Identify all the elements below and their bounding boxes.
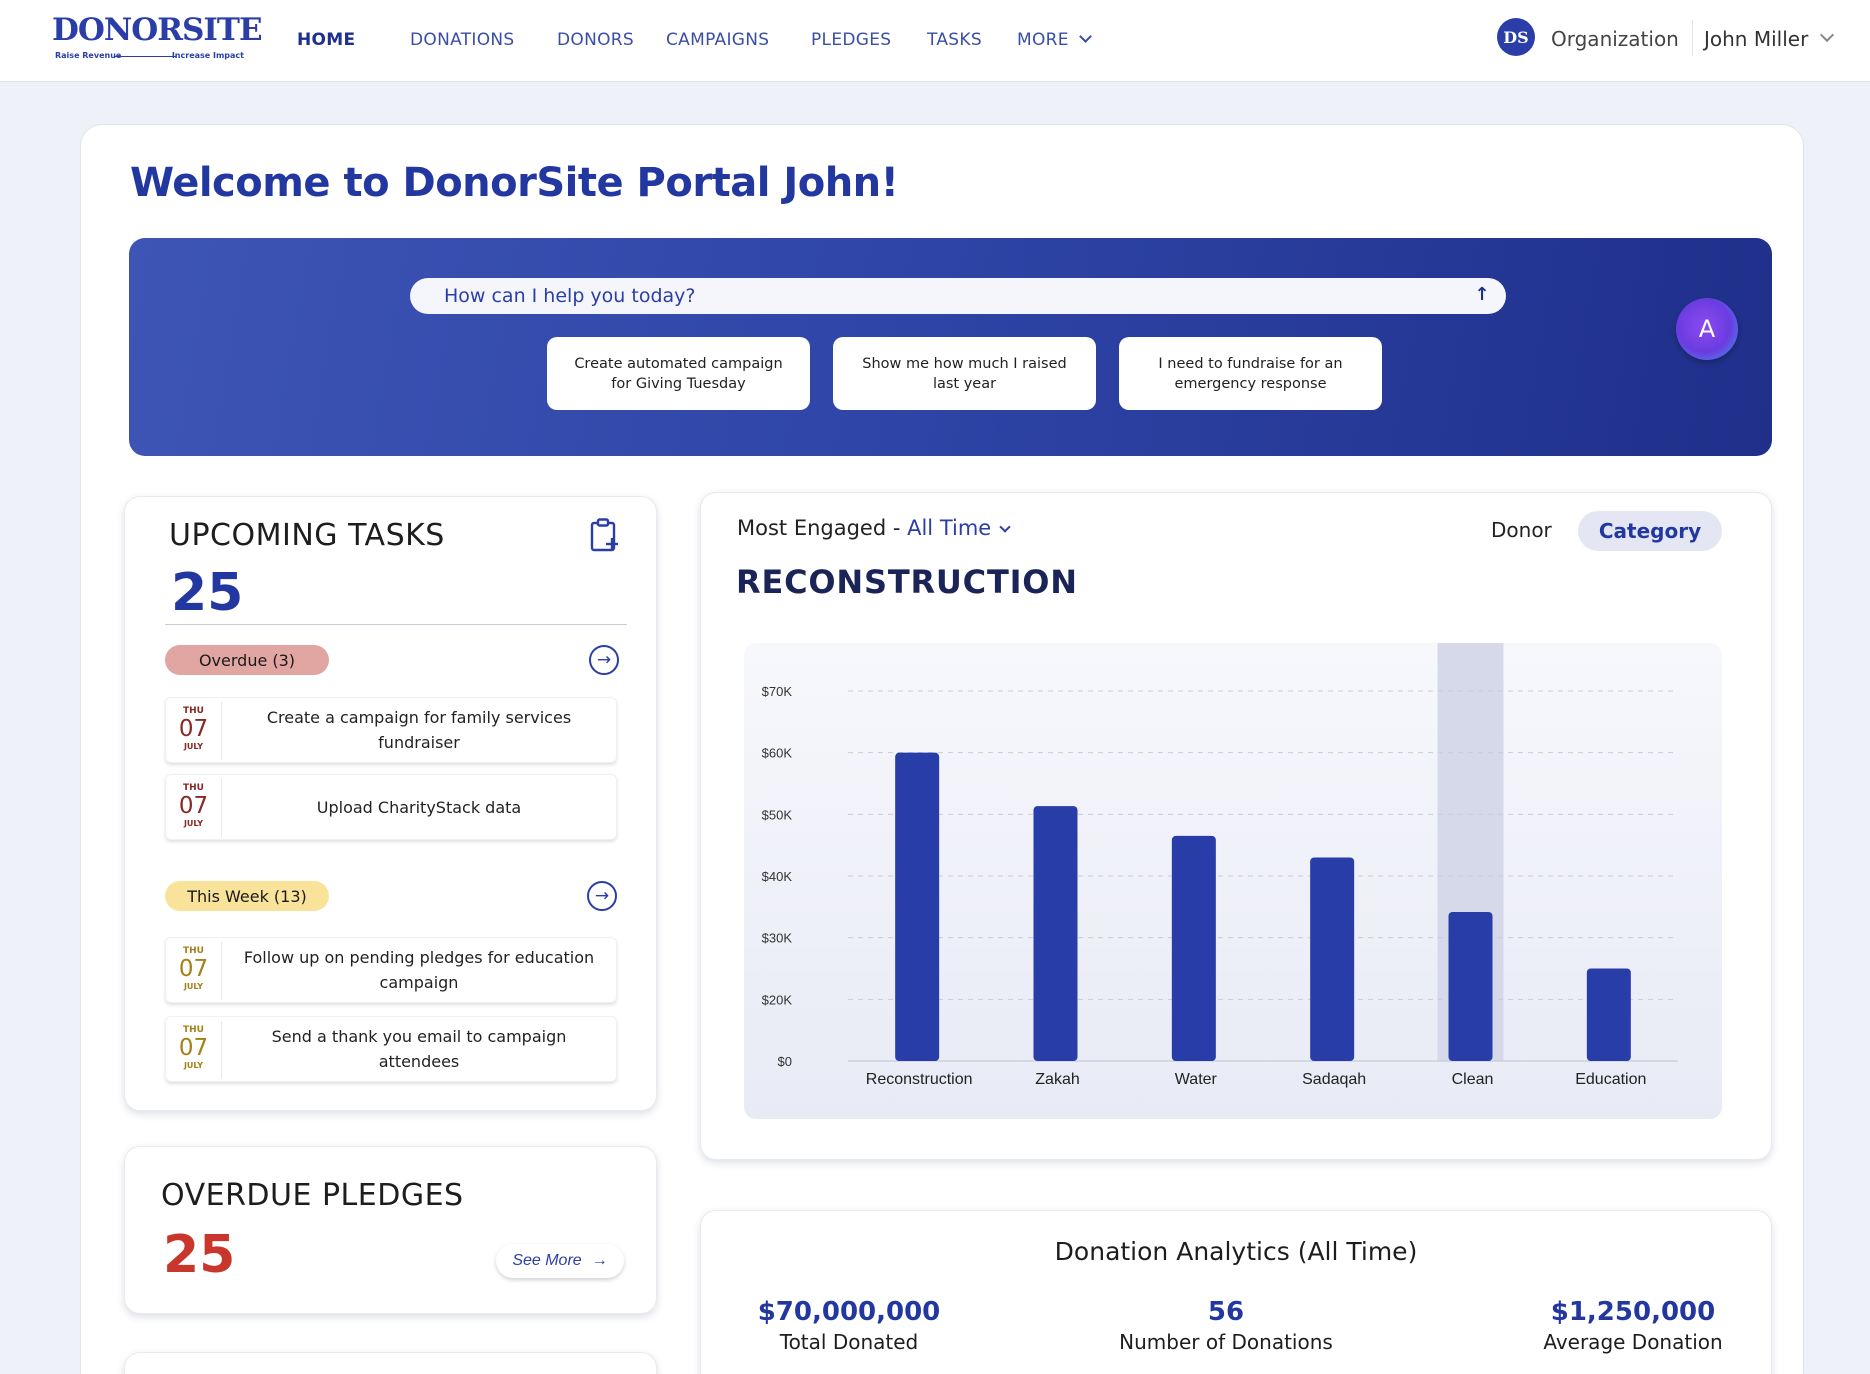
overdue-tasks-badge[interactable]: Overdue (3) [165, 645, 329, 675]
overdue-pledges-title: OVERDUE PLEDGES [161, 1178, 464, 1213]
y-tick-label: $60K [762, 746, 793, 761]
nav-pledges[interactable]: PLEDGES [811, 30, 892, 50]
task-item[interactable]: THU 07 JULY Upload CharityStack data [165, 774, 617, 840]
period-dropdown[interactable]: All Time [907, 516, 992, 540]
average-donation-label: Average Donation [1543, 1330, 1723, 1354]
x-tick-label: Zakah [1035, 1071, 1079, 1088]
welcome-heading: Welcome to DonorSite Portal John! [130, 160, 899, 206]
x-tick-label: Sadaqah [1302, 1071, 1366, 1088]
chart-heading: RECONSTRUCTION [736, 563, 1078, 601]
upcoming-tasks-title: UPCOMING TASKS [169, 518, 445, 553]
task-date: THU 07 JULY [166, 779, 222, 837]
logo-tagline-right: Increase Impact [171, 51, 244, 60]
number-of-donations-value: 56 [1207, 1297, 1245, 1327]
bar-clean [1448, 911, 1493, 1061]
this-week-tasks-badge[interactable]: This Week (13) [165, 881, 329, 911]
bar-zakah [1033, 806, 1078, 1061]
toggle-donor[interactable]: Donor [1491, 518, 1552, 542]
task-item[interactable]: THU 07 JULY Follow up on pending pledges… [165, 937, 617, 1003]
x-tick-label: Reconstruction [866, 1071, 973, 1088]
bar-chart-svg: $0 $20K $30K $40K $50K $60K $70K Reconstruction… [762, 643, 1678, 1088]
nav-divider [1692, 20, 1693, 56]
task-item[interactable]: THU 07 JULY Create a campaign for family… [165, 697, 617, 763]
logo-divider [114, 56, 176, 57]
most-engaged-label: Most Engaged - All Time [737, 516, 1011, 540]
overdue-arrow-right-icon[interactable]: → [589, 645, 619, 675]
chevron-down-icon[interactable] [999, 521, 1011, 533]
overdue-pledges-card [124, 1146, 657, 1314]
organization-label[interactable]: Organization [1551, 27, 1679, 51]
bar-education [1586, 968, 1631, 1061]
chevron-down-icon [1078, 30, 1092, 43]
bar-reconstruction [895, 752, 940, 1061]
task-text: Create a campaign for family services fu… [266, 708, 572, 752]
see-more-pledges-button[interactable]: See More → [496, 1244, 624, 1278]
nav-tasks[interactable]: TASKS [927, 30, 982, 50]
task-item[interactable]: THU 07 JULY Send a thank you email to ca… [165, 1016, 617, 1082]
arrow-right-icon: → [591, 1252, 608, 1269]
logo-wordmark: DONORSITE [52, 12, 263, 48]
top-navigation: DONORSITE Raise Revenue Increase Impact … [0, 0, 1870, 82]
task-date: THU 07 JULY [166, 1021, 222, 1079]
bar-sadaqah [1310, 857, 1355, 1061]
total-donated-label: Total Donated [779, 1330, 919, 1354]
task-date: THU 07 JULY [166, 942, 222, 1000]
task-date: THU 07 JULY [166, 702, 222, 760]
send-arrow-icon[interactable]: ↑ [1474, 284, 1490, 305]
next-card-partial [124, 1352, 657, 1374]
total-donated-value: $70,000,000 [757, 1297, 941, 1327]
y-tick-label: $0 [778, 1054, 792, 1069]
toggle-category[interactable]: Category [1578, 511, 1722, 551]
suggestion-emergency-response[interactable]: I need to fundraise for an emergency res… [1119, 337, 1382, 410]
x-tick-label: Education [1575, 1071, 1646, 1088]
donation-analytics-title: Donation Analytics (All Time) [1054, 1237, 1418, 1266]
logo-tagline-left: Raise Revenue [55, 51, 122, 60]
organization-avatar[interactable]: DS [1497, 18, 1535, 56]
overdue-pledges-count: 25 [163, 1225, 236, 1285]
average-donation-value: $1,250,000 [1550, 1297, 1716, 1327]
tasks-divider [165, 624, 627, 625]
donorsite-logo[interactable]: DONORSITE Raise Revenue Increase Impact [52, 12, 263, 64]
nav-donations[interactable]: DONATIONS [410, 30, 515, 50]
y-tick-label: $40K [762, 869, 793, 884]
nav-home[interactable]: HOME [297, 30, 356, 50]
task-text: Upload CharityStack data [316, 797, 522, 817]
this-week-arrow-right-icon[interactable]: → [587, 881, 617, 911]
task-text: Follow up on pending pledges for educati… [243, 948, 595, 992]
x-tick-label: Water [1175, 1071, 1218, 1088]
suggestion-raised-last-year[interactable]: Show me how much I raised last year [833, 337, 1096, 410]
nav-donors[interactable]: DONORS [557, 30, 634, 50]
assistant-avatar[interactable]: A [1676, 298, 1738, 360]
y-tick-label: $50K [762, 807, 793, 822]
task-text: Send a thank you email to campaign atten… [271, 1027, 567, 1071]
y-tick-label: $20K [762, 992, 793, 1007]
suggestion-giving-tuesday[interactable]: Create automated campaign for Giving Tue… [547, 337, 810, 410]
number-of-donations-label: Number of Donations [1119, 1330, 1333, 1354]
nav-more-label: MORE [1017, 30, 1069, 50]
category-bar-chart: $0 $20K $30K $40K $50K $60K $70K Reconstruction… [744, 643, 1722, 1119]
user-menu-name[interactable]: John Miller [1704, 27, 1809, 51]
y-tick-label: $70K [762, 684, 793, 699]
y-tick-label: $30K [762, 931, 793, 946]
donation-analytics-card [700, 1210, 1772, 1374]
nav-more[interactable]: MORE [1017, 30, 1092, 50]
user-chevron-down-icon[interactable] [1819, 27, 1835, 43]
nav-campaigns[interactable]: CAMPAIGNS [666, 30, 770, 50]
upcoming-tasks-count: 25 [171, 563, 244, 623]
assistant-prompt-input[interactable] [410, 278, 1506, 314]
x-tick-label: Clean [1452, 1071, 1494, 1088]
add-task-clipboard-icon[interactable] [590, 518, 620, 552]
bar-water [1171, 835, 1216, 1061]
